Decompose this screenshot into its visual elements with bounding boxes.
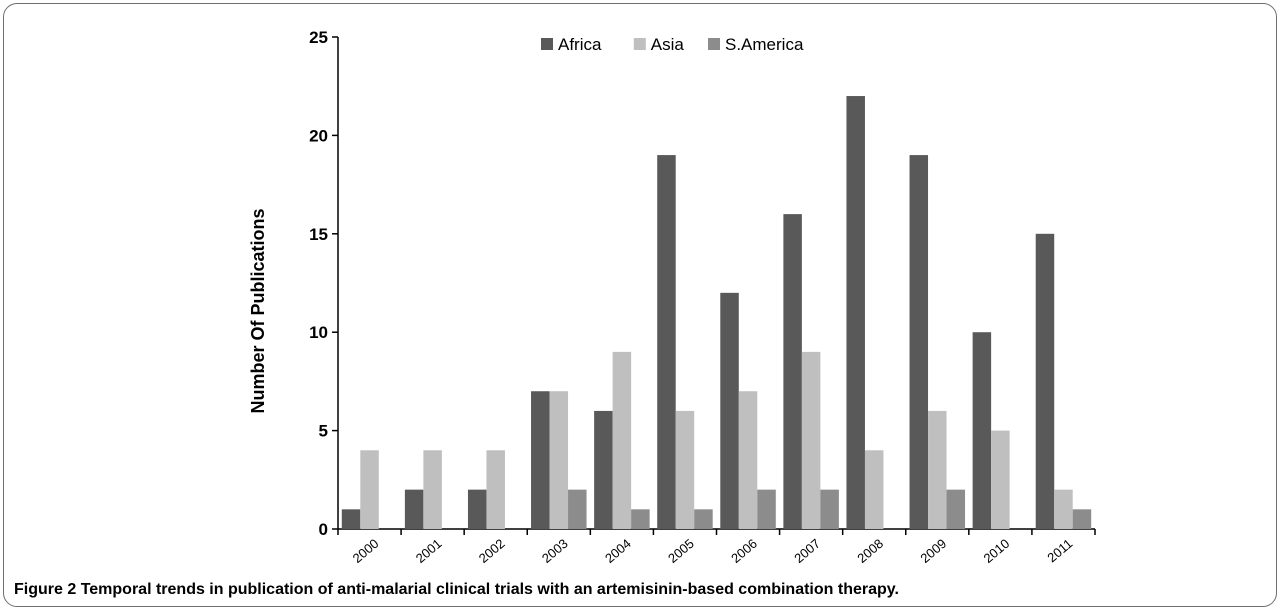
x-tick-label: 2004 [602,536,634,566]
bar [972,332,992,529]
x-tick-label: 2009 [917,536,949,566]
y-tick-label: 10 [309,323,328,342]
legend-label: Asia [651,35,685,54]
bar [631,509,650,529]
bar [946,489,966,529]
bar [820,489,839,529]
chart-legend: Africa Asia S.America [541,35,804,54]
x-tick-label: 2002 [476,536,508,566]
legend-label: S.America [725,35,804,54]
x-tick-label: 2007 [791,536,823,566]
legend-swatch [541,38,553,50]
bar [846,96,865,529]
bar [928,410,947,529]
bar [404,489,424,529]
bar [694,509,713,529]
y-tick-label: 25 [309,28,328,47]
figure-caption: Figure 2 Temporal trends in publication … [14,581,899,599]
y-tick-label: 20 [309,126,328,145]
legend-label: Africa [558,35,602,54]
x-tick-label: 2003 [539,536,571,566]
bar [675,410,695,529]
bars-group [341,96,1092,530]
bar [467,489,487,529]
bar [341,509,361,529]
bar [757,489,776,529]
bar [423,450,442,529]
legend-swatch [708,38,720,50]
y-axis: 0 5 10 15 20 25 [309,28,339,539]
bar [549,391,569,529]
bar [486,450,505,529]
figure-caption-text: Temporal trends in publication of anti-m… [80,581,899,598]
y-axis-label: Number Of Publications [248,208,268,413]
bar [801,351,821,529]
bar [1072,509,1092,529]
bar [531,391,550,529]
figure-label: Figure 2 [14,581,77,598]
bar [1035,233,1055,530]
bar [1054,489,1073,529]
x-tick-label: 2006 [728,536,760,566]
bar [568,489,587,529]
bar [991,430,1010,529]
bar [909,155,929,529]
bar [360,450,379,529]
x-tick-label: 2001 [413,536,445,566]
x-tick-label: 2005 [665,536,697,566]
bar [612,351,632,529]
x-tick-label: 2008 [854,536,886,566]
x-tick-label: 2011 [1044,536,1075,565]
bar [783,214,802,529]
legend-swatch [633,38,646,50]
y-tick-label: 0 [319,520,328,539]
bar [720,292,739,529]
bar [657,155,676,529]
x-axis: 2000 2001 2002 2003 2004 2005 2006 2007 2008 2009… [337,528,1096,566]
x-tick-label: 2010 [981,536,1013,566]
bar [594,410,613,529]
bar [864,450,884,529]
x-tick-label: 2000 [350,536,382,566]
y-tick-label: 15 [309,225,328,244]
bar [738,391,758,529]
y-tick-label: 5 [319,422,328,441]
